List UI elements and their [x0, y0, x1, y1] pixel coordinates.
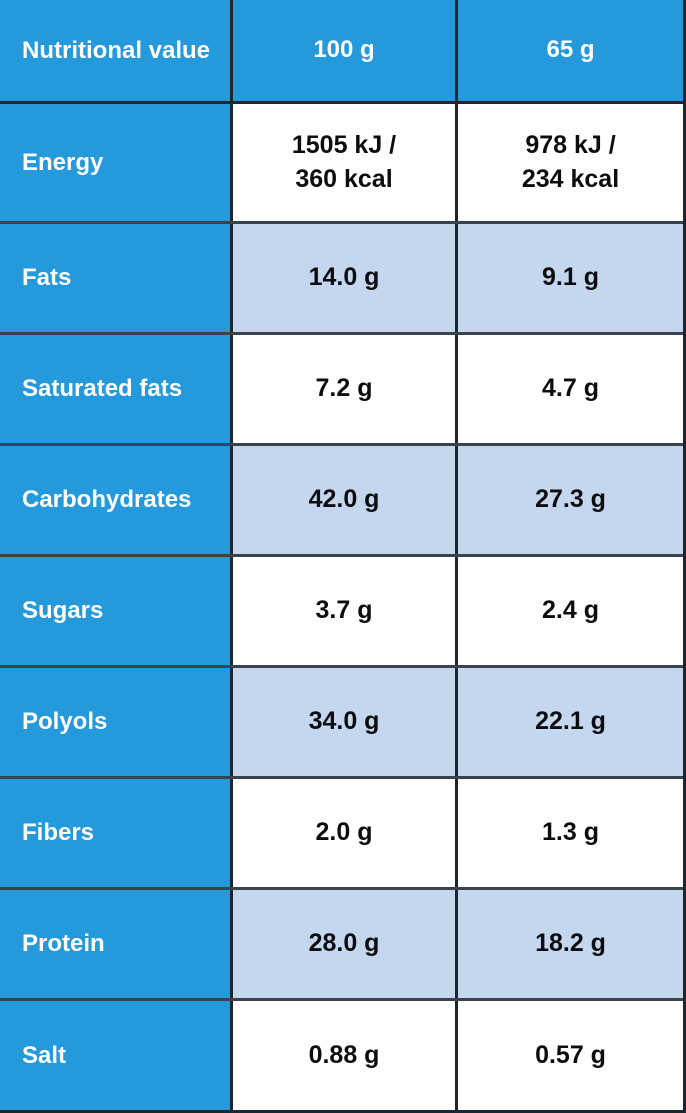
value-per-65g: 1.3 g: [458, 779, 683, 887]
row-label: Fats: [0, 224, 233, 332]
value-per-100g: 0.88 g: [233, 1001, 458, 1110]
value-per-100g: 14.0 g: [233, 224, 458, 332]
table-row-polyols: Polyols 34.0 g 22.1 g: [0, 668, 683, 779]
value-per-65g: 0.57 g: [458, 1001, 683, 1110]
value-per-65g: 4.7 g: [458, 335, 683, 443]
row-label: Carbohydrates: [0, 446, 233, 554]
row-label: Salt: [0, 1001, 233, 1110]
value-per-100g: 2.0 g: [233, 779, 458, 887]
value-per-65g: 18.2 g: [458, 890, 683, 998]
value-per-65g: 9.1 g: [458, 224, 683, 332]
value-per-100g: 28.0 g: [233, 890, 458, 998]
table-row-fats: Fats 14.0 g 9.1 g: [0, 224, 683, 335]
row-label: Sugars: [0, 557, 233, 665]
table-row-saturated-fats: Saturated fats 7.2 g 4.7 g: [0, 335, 683, 446]
table-row-fibers: Fibers 2.0 g 1.3 g: [0, 779, 683, 890]
row-label: Saturated fats: [0, 335, 233, 443]
row-label: Protein: [0, 890, 233, 998]
value-per-65g: 27.3 g: [458, 446, 683, 554]
value-per-100g: 3.7 g: [233, 557, 458, 665]
header-row: Nutritional value 100 g 65 g: [0, 0, 683, 104]
table-row-salt: Salt 0.88 g 0.57 g: [0, 1001, 683, 1110]
value-per-100g: 1505 kJ / 360 kcal: [233, 104, 458, 221]
value-per-65g: 22.1 g: [458, 668, 683, 776]
header-column-65g: 65 g: [458, 0, 683, 101]
table-row-sugars: Sugars 3.7 g 2.4 g: [0, 557, 683, 668]
value-per-100g: 42.0 g: [233, 446, 458, 554]
value-per-100g: 7.2 g: [233, 335, 458, 443]
table-row-carbohydrates: Carbohydrates 42.0 g 27.3 g: [0, 446, 683, 557]
value-per-65g: 978 kJ / 234 kcal: [458, 104, 683, 221]
table-row-energy: Energy 1505 kJ / 360 kcal 978 kJ / 234 k…: [0, 104, 683, 224]
value-per-65g: 2.4 g: [458, 557, 683, 665]
row-label: Fibers: [0, 779, 233, 887]
header-nutritional-value: Nutritional value: [0, 0, 233, 101]
value-per-100g: 34.0 g: [233, 668, 458, 776]
row-label: Polyols: [0, 668, 233, 776]
header-column-100g: 100 g: [233, 0, 458, 101]
row-label: Energy: [0, 104, 233, 221]
table-row-protein: Protein 28.0 g 18.2 g: [0, 890, 683, 1001]
